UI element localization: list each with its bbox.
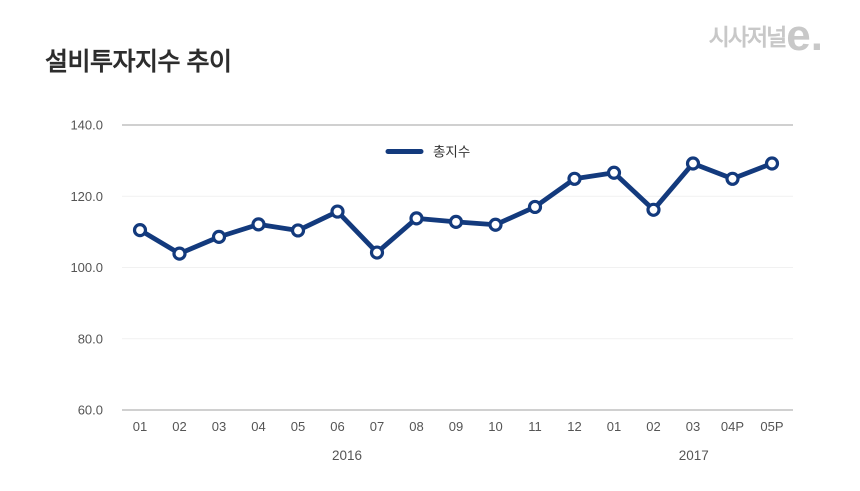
y-tick-label: 120.0 xyxy=(70,189,103,204)
x-tick-label: 03 xyxy=(686,419,700,434)
data-point-marker xyxy=(764,156,780,171)
data-point-marker xyxy=(606,165,622,180)
x-tick-label: 09 xyxy=(449,419,463,434)
y-tick-label: 80.0 xyxy=(78,331,103,346)
year-label: 2017 xyxy=(679,448,709,463)
x-tick-label: 11 xyxy=(528,419,542,434)
data-point-marker xyxy=(132,222,148,238)
data-point-marker xyxy=(527,199,543,215)
x-tick-label: 12 xyxy=(567,419,581,434)
data-point-marker xyxy=(725,171,740,186)
data-point-marker xyxy=(409,211,424,226)
year-label: 2016 xyxy=(332,448,362,463)
x-tick-label: 04P xyxy=(721,419,744,434)
x-tick-label: 04 xyxy=(251,419,265,434)
x-tick-label: 01 xyxy=(133,419,147,434)
x-tick-label: 10 xyxy=(488,419,502,434)
x-tick-label: 02 xyxy=(172,419,186,434)
y-tick-label: 140.0 xyxy=(70,118,103,133)
data-point-marker xyxy=(488,217,503,232)
x-tick-label: 01 xyxy=(607,419,621,434)
data-point-marker xyxy=(251,217,266,232)
x-tick-label: 05P xyxy=(760,419,783,434)
data-point-marker xyxy=(567,171,582,186)
x-tick-label: 08 xyxy=(409,419,423,434)
brand-logo-korean-text: 시사저널 xyxy=(708,24,788,50)
data-point-marker xyxy=(330,204,345,219)
data-point-marker xyxy=(448,214,464,229)
x-tick-label: 06 xyxy=(330,419,344,434)
series-line xyxy=(137,161,775,257)
y-tick-label: 100.0 xyxy=(70,260,103,275)
x-tick-label: 02 xyxy=(646,419,660,434)
x-tick-label: 03 xyxy=(212,419,226,434)
data-point-marker xyxy=(211,229,227,244)
data-point-marker xyxy=(172,246,187,261)
data-point-marker xyxy=(290,223,306,238)
data-point-marker xyxy=(369,245,385,260)
legend-label: 총지수 xyxy=(433,145,470,160)
page-title: 설비투자지수 추이 xyxy=(45,48,232,76)
y-tick-label: 60.0 xyxy=(78,403,103,418)
data-point-marker xyxy=(646,202,661,217)
x-tick-label: 07 xyxy=(370,419,384,434)
data-point-marker xyxy=(685,156,701,171)
x-tick-label: 05 xyxy=(291,419,305,434)
